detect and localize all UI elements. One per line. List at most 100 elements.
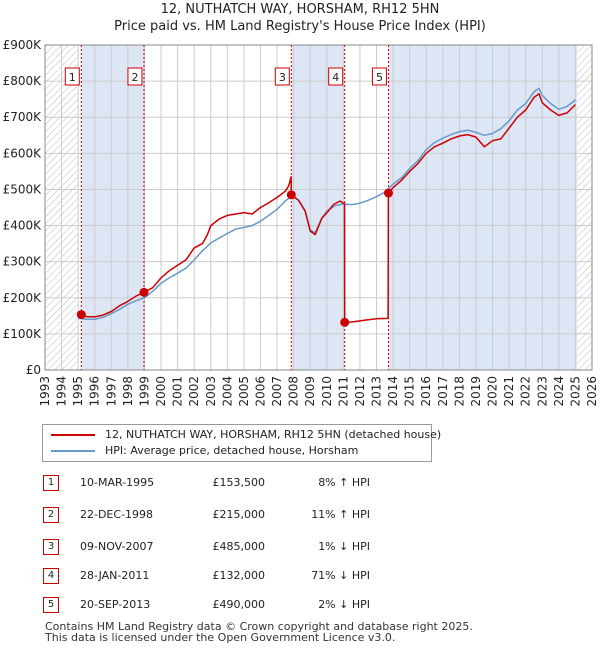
sale-label: 3 (279, 71, 286, 84)
x-tick-label: 1996 (88, 376, 102, 407)
transaction-hpi-diff: 8% ↑ HPI (318, 476, 370, 489)
footer-licence: This data is licensed under the Open Gov… (45, 631, 396, 644)
sale-label: 5 (376, 71, 383, 84)
transaction-price: £215,000 (212, 508, 266, 521)
sale-label: 1 (69, 71, 76, 84)
y-tick-label: £0 (26, 363, 41, 377)
x-tick-label: 2002 (187, 376, 201, 407)
sale-point (383, 188, 393, 198)
footer-copyright: Contains HM Land Registry data © Crown c… (45, 620, 473, 633)
x-tick-label: 1994 (55, 376, 69, 407)
legend-swatch-price (51, 434, 95, 436)
transaction-number: 4 (43, 568, 59, 584)
y-tick-label: £700K (3, 110, 43, 124)
sale-label-box (371, 67, 387, 86)
ownership-shade (291, 45, 345, 370)
y-tick-label: £100K (3, 327, 43, 341)
sale-label-box (328, 67, 344, 86)
x-tick-label: 2005 (237, 376, 251, 407)
legend-label-hpi: HPI: Average price, detached house, Hors… (105, 444, 359, 457)
x-tick-label: 2010 (320, 376, 334, 407)
transaction-date: 09-NOV-2007 (80, 540, 154, 553)
x-tick-label: 2024 (552, 376, 566, 407)
x-tick-label: 1998 (121, 376, 135, 407)
y-tick-label: £600K (3, 146, 43, 160)
transaction-date: 20-SEP-2013 (80, 598, 151, 611)
x-tick-label: 2025 (568, 376, 582, 407)
x-tick-label: 2008 (287, 376, 301, 407)
transaction-price: £490,000 (212, 598, 266, 611)
sale-label: 4 (332, 71, 339, 84)
legend-item-price: 12, NUTHATCH WAY, HORSHAM, RH12 5HN (det… (51, 427, 441, 443)
transaction-hpi-diff: 2% ↓ HPI (318, 598, 370, 611)
transaction-price: £132,000 (212, 569, 266, 582)
legend-item-hpi: HPI: Average price, detached house, Hors… (51, 443, 421, 459)
transaction-number: 3 (43, 539, 59, 555)
x-tick-label: 2013 (370, 376, 384, 407)
sale-point (286, 190, 296, 200)
transaction-hpi-diff: 1% ↓ HPI (318, 540, 370, 553)
transaction-number: 5 (43, 597, 59, 613)
transaction-hpi-diff: 11% ↑ HPI (311, 508, 370, 521)
x-tick-label: 2000 (154, 376, 168, 407)
ownership-shade (388, 45, 578, 370)
sale-point (139, 287, 149, 297)
price-chart: £0 £100K £200K £300K £400K £500K £600K £700K £80… (3, 38, 599, 407)
y-tick-label: £500K (3, 182, 43, 196)
y-tick-label: £300K (3, 255, 43, 269)
x-tick-label: 2006 (253, 376, 267, 407)
x-tick-label: 2018 (452, 376, 466, 407)
x-tick-label: 1999 (137, 376, 151, 407)
legend-label-price: 12, NUTHATCH WAY, HORSHAM, RH12 5HN (det… (105, 428, 442, 441)
x-tick-label: 2007 (270, 376, 284, 407)
transaction-row: 2 22-DEC-1998 £215,000 11% ↑ HPI (0, 505, 600, 525)
transaction-row: 5 20-SEP-2013 £490,000 2% ↓ HPI (0, 595, 600, 615)
x-tick-label: 1997 (104, 376, 118, 407)
x-tick-label: 2014 (386, 376, 400, 407)
transaction-row: 3 09-NOV-2007 £485,000 1% ↓ HPI (0, 537, 600, 557)
transaction-number: 2 (43, 507, 59, 523)
x-tick-label: 1995 (71, 376, 85, 407)
transaction-price: £153,500 (212, 476, 266, 489)
x-tick-label: 2023 (535, 376, 549, 407)
ownership-shade (81, 45, 144, 370)
x-tick-label: 2022 (519, 376, 533, 407)
transaction-date: 10-MAR-1995 (80, 476, 155, 489)
transaction-hpi-diff: 71% ↓ HPI (311, 569, 370, 582)
transaction-row: 1 10-MAR-1995 £153,500 8% ↑ HPI (0, 473, 600, 493)
x-tick-label: 2012 (353, 376, 367, 407)
hatch-region-end (577, 45, 592, 370)
sale-label-box (127, 67, 143, 86)
x-tick-label: 2019 (469, 376, 483, 407)
transaction-date: 22-DEC-1998 (80, 508, 154, 521)
sale-label-box (274, 67, 290, 86)
x-tick-label: 2021 (502, 376, 516, 407)
sale-label: 2 (131, 71, 138, 84)
x-tick-label: 1993 (38, 376, 52, 407)
y-tick-label: £800K (3, 74, 43, 88)
chart-subtitle: Price paid vs. HM Land Registry's House … (114, 19, 486, 34)
x-tick-label: 2001 (171, 376, 185, 407)
plot-border (44, 44, 593, 371)
chart-title: 12, NUTHATCH WAY, HORSHAM, RH12 5HN (160, 2, 440, 17)
legend-swatch-hpi (51, 450, 95, 452)
x-tick-label: 2009 (303, 376, 317, 407)
sale-point (76, 310, 86, 320)
x-tick-label: 2004 (220, 376, 234, 407)
y-tick-label: £400K (3, 219, 43, 233)
transaction-number: 1 (43, 475, 59, 491)
sale-point (340, 317, 350, 327)
x-tick-label: 2017 (436, 376, 450, 407)
transaction-price: £485,000 (212, 540, 266, 553)
x-tick-label: 2003 (204, 376, 218, 407)
transaction-date: 28-JAN-2011 (80, 569, 150, 582)
x-tick-label: 2026 (585, 376, 599, 407)
y-tick-label: £200K (3, 291, 43, 305)
x-tick-label: 2015 (403, 376, 417, 407)
sale-label-box (64, 67, 80, 86)
transaction-row: 4 28-JAN-2011 £132,000 71% ↓ HPI (0, 566, 600, 586)
x-tick-label: 2011 (336, 376, 350, 407)
x-tick-label: 2020 (486, 376, 500, 407)
legend: 12, NUTHATCH WAY, HORSHAM, RH12 5HN (det… (42, 424, 441, 462)
price-paid-line (81, 93, 576, 324)
